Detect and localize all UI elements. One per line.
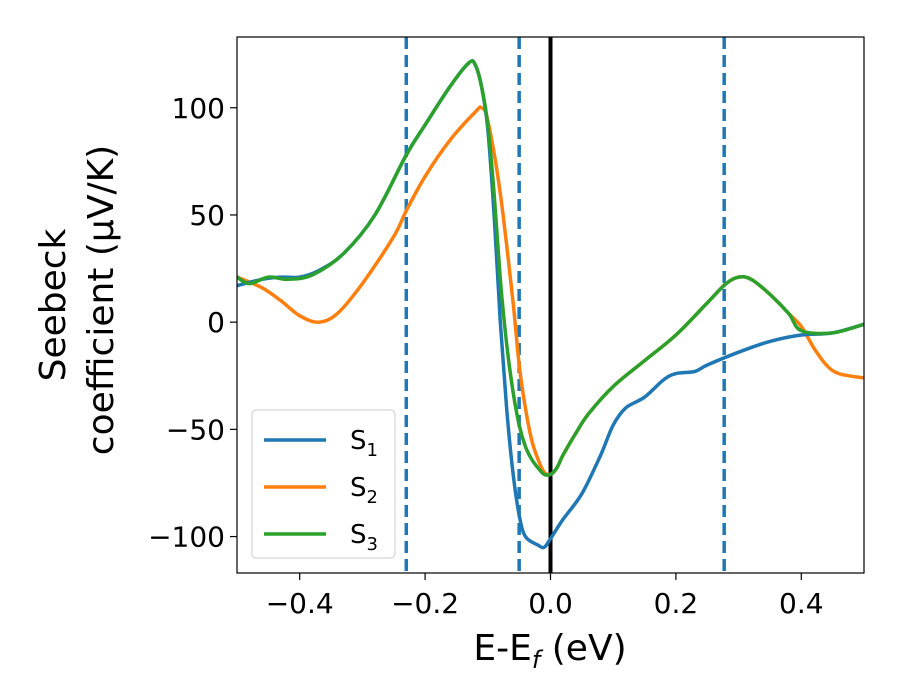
- x-axis-title: E-Ef (eV): [473, 628, 626, 674]
- x-tick-label: −0.4: [266, 587, 334, 620]
- legend-items: S1 S2 S3: [264, 426, 378, 555]
- x-axis: −0.4 −0.2 0.0 0.2 0.4: [266, 573, 824, 620]
- series-line-s3: [237, 59, 864, 477]
- y-tick-label: 50: [189, 199, 225, 232]
- legend: S1 S2 S3: [251, 409, 396, 559]
- legend-label-s2: S2: [350, 473, 378, 508]
- y-axis: −100 −50 0 50 100: [148, 92, 237, 554]
- x-tick-label: 0.4: [779, 587, 824, 620]
- series-layer: [237, 59, 864, 550]
- y-tick-label: 0: [207, 306, 225, 339]
- y-axis-title-line-1: Seebeck: [33, 228, 74, 381]
- y-axis-title-line-2: coefficient (μV/K): [81, 145, 122, 455]
- legend-label-s1: S1: [350, 426, 378, 461]
- x-tick-label: −0.2: [391, 587, 459, 620]
- x-tick-label: 0.2: [654, 587, 699, 620]
- y-tick-label: 100: [172, 92, 225, 125]
- y-tick-label: −100: [148, 521, 225, 554]
- reference-lines: [404, 37, 726, 573]
- y-tick-label: −50: [166, 413, 225, 446]
- legend-box: [251, 409, 396, 559]
- x-tick-label: 0.0: [528, 587, 573, 620]
- legend-label-s3: S3: [350, 520, 378, 555]
